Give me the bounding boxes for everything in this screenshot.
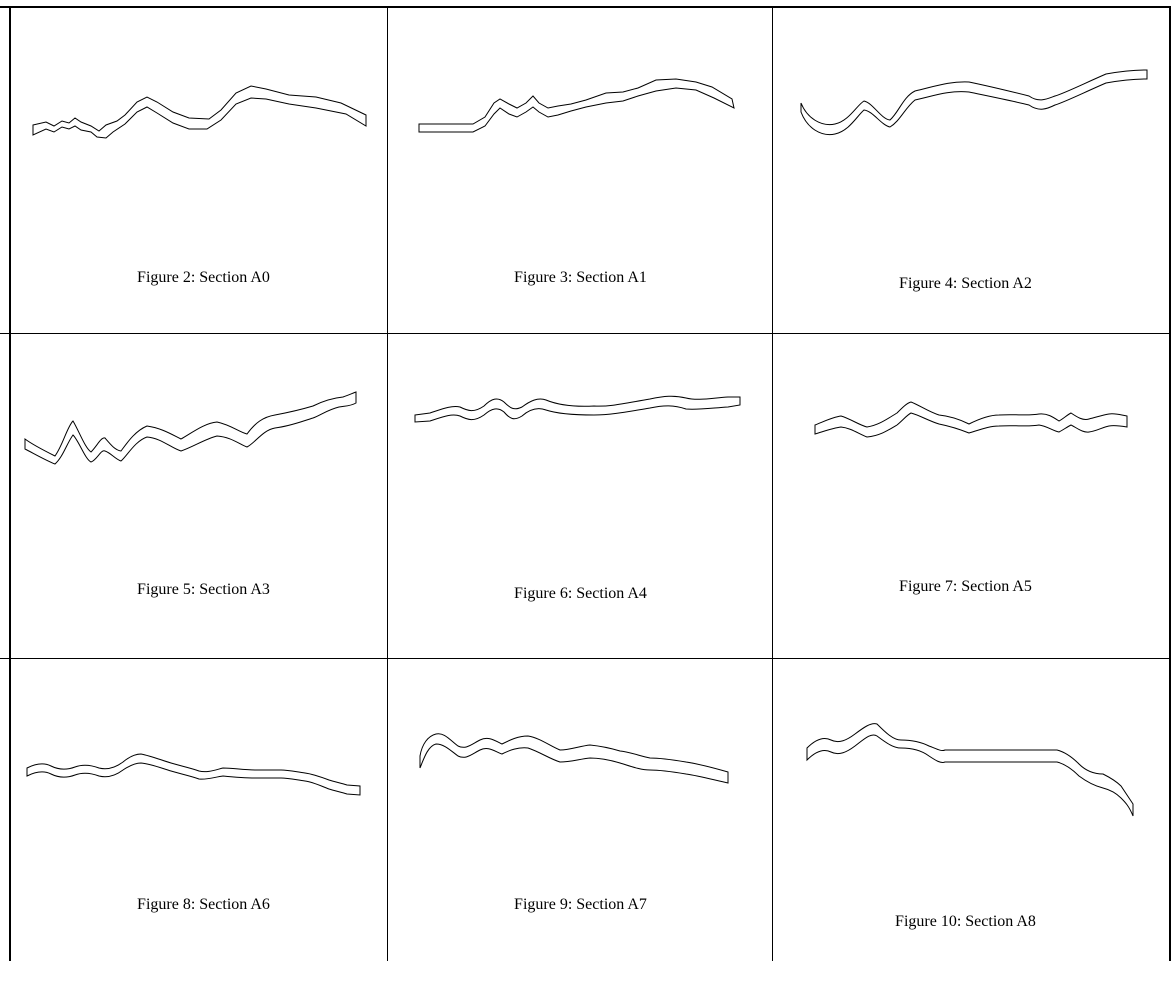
section-a6-profile [26, 753, 361, 796]
section-a4-profile [414, 395, 741, 423]
figure-caption: Figure 2: Section A0 [137, 269, 270, 286]
figure-cell-a3: Figure 5: Section A3 [11, 335, 396, 660]
section-a5-profile [814, 401, 1128, 438]
figure-cell-a4: Figure 6: Section A4 [388, 335, 773, 660]
section-a1-profile [418, 78, 735, 133]
section-a8-profile [806, 723, 1134, 817]
figure-caption: Figure 6: Section A4 [514, 585, 647, 602]
figure-cell-a8: Figure 10: Section A8 [773, 660, 1158, 985]
grid-rule-row-1 [0, 333, 1171, 334]
grid-rule-top [0, 6, 1171, 8]
figure-cell-a1: Figure 3: Section A1 [388, 8, 773, 333]
figure-grid: Figure 2: Section A0 Figure 3: Section A… [0, 6, 1171, 961]
section-a7-profile [419, 733, 729, 784]
figure-caption: Figure 7: Section A5 [899, 578, 1032, 595]
section-a2-profile [800, 69, 1148, 136]
figure-cell-a7: Figure 9: Section A7 [388, 660, 773, 985]
grid-rule-col-1 [387, 6, 388, 961]
figure-caption: Figure 4: Section A2 [899, 275, 1032, 292]
grid-rule-row-2 [0, 658, 1171, 659]
figure-caption: Figure 5: Section A3 [137, 581, 270, 598]
figure-caption: Figure 9: Section A7 [514, 896, 647, 913]
figure-cell-a5: Figure 7: Section A5 [773, 335, 1158, 660]
figure-caption: Figure 8: Section A6 [137, 896, 270, 913]
grid-rule-left [9, 6, 11, 961]
figure-caption: Figure 3: Section A1 [514, 269, 647, 286]
figure-caption: Figure 10: Section A8 [895, 913, 1036, 930]
grid-rule-right [1169, 6, 1171, 961]
figure-cell-a2: Figure 4: Section A2 [773, 8, 1158, 333]
figure-cell-a0: Figure 2: Section A0 [11, 8, 396, 333]
figure-cell-a6: Figure 8: Section A6 [11, 660, 396, 985]
grid-rule-col-2 [772, 6, 773, 961]
section-a3-profile [24, 391, 357, 465]
section-a0-profile [32, 85, 367, 139]
